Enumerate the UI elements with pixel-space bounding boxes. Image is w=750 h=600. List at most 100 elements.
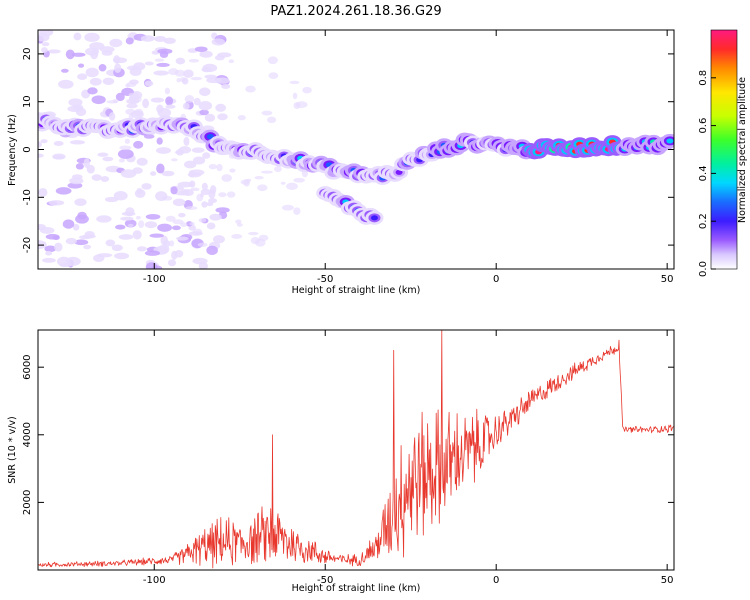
heatmap-noise-blob bbox=[102, 77, 115, 85]
heatmap-noise-blob bbox=[115, 224, 126, 230]
heatmap-noise-blob bbox=[75, 163, 84, 170]
heatmap-noise-blob bbox=[190, 187, 200, 192]
colorbar-ticks: 0.0 0.2 0.4 0.6 0.8 bbox=[698, 70, 716, 277]
heatmap-noise-blob bbox=[126, 103, 138, 109]
heatmap-noise-blob bbox=[190, 76, 203, 81]
colorbar-gradient bbox=[710, 29, 738, 270]
heatmap-noise-blob bbox=[172, 198, 186, 207]
snr-xtick-label: -100 bbox=[143, 575, 166, 586]
heatmap-noise-blob bbox=[77, 73, 88, 80]
spectrogram-ytick-label: 0 bbox=[22, 146, 33, 152]
heatmap-noise-blob bbox=[57, 256, 71, 267]
heatmap-noise-blob bbox=[162, 239, 171, 248]
heatmap-noise-blob bbox=[74, 198, 87, 206]
heatmap-noise-blob bbox=[154, 58, 165, 62]
heatmap-noise-blob bbox=[193, 97, 201, 106]
heatmap-noise-blob bbox=[156, 163, 165, 174]
heatmap-noise-blob bbox=[235, 219, 242, 224]
heatmap-noise-blob bbox=[105, 239, 116, 247]
heatmap-noise-blob bbox=[138, 220, 145, 228]
heatmap-noise-blob bbox=[206, 222, 216, 230]
heatmap-noise-blob bbox=[293, 102, 301, 109]
heatmap-noise-blob bbox=[113, 55, 121, 64]
heatmap-noise-blob bbox=[55, 187, 72, 195]
snr-ytick-label: 6000 bbox=[22, 354, 33, 379]
heatmap-noise-blob bbox=[71, 52, 86, 57]
heatmap-noise-blob bbox=[38, 32, 50, 42]
spectrogram-ytick-label: -10 bbox=[22, 189, 33, 205]
heatmap-noise-blob bbox=[155, 147, 172, 154]
heatmap-noise-blob bbox=[180, 189, 190, 196]
heatmap-noise-blob bbox=[254, 176, 264, 180]
heatmap-noise-blob bbox=[280, 181, 286, 185]
heatmap-noise-blob bbox=[185, 206, 198, 210]
heatmap-noise-blob bbox=[126, 82, 137, 88]
heatmap-noise-blob bbox=[125, 37, 134, 45]
heatmap-noise-blob bbox=[84, 230, 95, 238]
heatmap-noise-blob bbox=[198, 101, 213, 111]
heatmap-noise-blob bbox=[165, 104, 176, 109]
heatmap-noise-blob bbox=[73, 32, 82, 41]
heatmap-noise-blob bbox=[247, 178, 252, 182]
heatmap-noise-blob bbox=[38, 240, 47, 249]
heatmap-noise-blob bbox=[240, 179, 250, 185]
heatmap-noise-blob bbox=[165, 96, 174, 106]
heatmap-noise-blob bbox=[85, 47, 100, 56]
heatmap-noise-blob bbox=[231, 234, 243, 239]
heatmap-noise-blob bbox=[47, 49, 61, 54]
heatmap-noise-blob bbox=[54, 242, 63, 252]
heatmap-noise-blob bbox=[133, 140, 144, 149]
heatmap-noise-blob bbox=[201, 182, 208, 191]
heatmap-noise-blob bbox=[118, 158, 125, 163]
heatmap-noise-blob bbox=[77, 63, 85, 68]
heatmap-noise-blob bbox=[188, 58, 200, 63]
heatmap-noise-blob bbox=[210, 185, 217, 195]
heatmap-noise-blob bbox=[77, 211, 87, 220]
spectrogram-xlabel: Height of straight line (km) bbox=[292, 285, 421, 296]
heatmap-noise-blob bbox=[198, 218, 207, 223]
heatmap-noise-blob bbox=[286, 182, 298, 190]
heatmap-noise-blob bbox=[302, 86, 312, 94]
heatmap-noise-blob bbox=[261, 170, 273, 174]
heatmap-noise-blob bbox=[204, 113, 216, 122]
heatmap-noise-blob bbox=[128, 92, 140, 97]
heatmap-noise-blob bbox=[199, 87, 211, 97]
heatmap-noise-blob bbox=[268, 72, 279, 79]
heatmap-noise-blob bbox=[178, 212, 186, 218]
heatmap-noise-blob bbox=[261, 110, 273, 116]
snr-xtick-label: 0 bbox=[493, 575, 499, 586]
heatmap-noise-blob bbox=[124, 138, 131, 144]
heatmap-noise-blob bbox=[140, 35, 155, 42]
heatmap-noise-blob bbox=[161, 170, 175, 177]
heatmap-noise-blob bbox=[41, 42, 50, 47]
heatmap-noise-blob bbox=[228, 59, 235, 64]
heatmap-noise-blob bbox=[104, 196, 119, 203]
heatmap-noise-blob bbox=[48, 200, 65, 206]
heatmap-noise-blob bbox=[208, 164, 218, 170]
heatmap-noise-blob bbox=[169, 240, 175, 247]
heatmap-noise-blob bbox=[44, 245, 57, 253]
heatmap-noise-blob bbox=[134, 108, 144, 117]
heatmap-noise-blob bbox=[40, 139, 48, 144]
heatmap-noise-blob bbox=[221, 174, 232, 182]
spectrogram-ytick-label: -20 bbox=[22, 237, 33, 253]
heatmap-noise-blob bbox=[188, 170, 196, 178]
heatmap-noise-blob bbox=[171, 158, 178, 162]
heatmap-noise-blob bbox=[87, 87, 98, 95]
heatmap-noise-blob bbox=[293, 207, 301, 215]
heatmap-noise-blob bbox=[204, 74, 217, 79]
heatmap-noise-blob bbox=[274, 166, 282, 173]
heatmap-noise-blob bbox=[72, 223, 80, 231]
spectrogram-heatmap bbox=[38, 30, 674, 269]
heatmap-noise-blob bbox=[149, 233, 164, 238]
colorbar-tick-label: 0.4 bbox=[698, 165, 709, 181]
heatmap-noise-blob bbox=[248, 231, 259, 236]
spectrogram-ylabel: Frequency (Hz) bbox=[7, 114, 18, 186]
heatmap-noise-blob bbox=[45, 233, 60, 240]
heatmap-noise-blob bbox=[38, 153, 44, 158]
colorbar-tick-label: 0.8 bbox=[698, 70, 709, 86]
heatmap-noise-blob bbox=[132, 230, 142, 240]
heatmap-noise-blob bbox=[151, 265, 163, 269]
